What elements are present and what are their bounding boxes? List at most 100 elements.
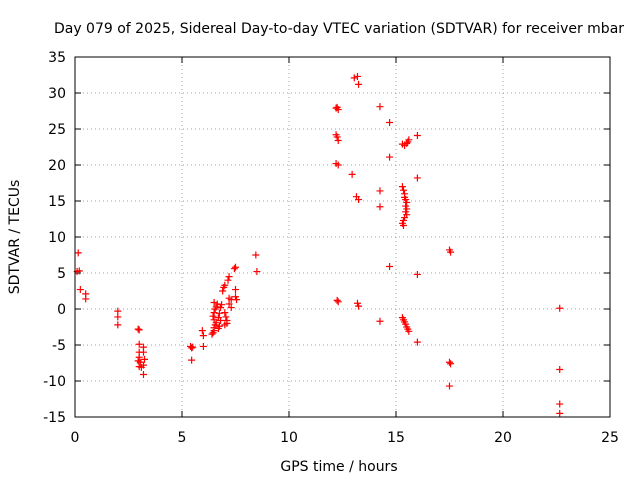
- data-point: [208, 330, 216, 338]
- y-tick-label: -15: [43, 410, 66, 426]
- data-point: [413, 174, 421, 182]
- data-point: [232, 263, 239, 271]
- data-point: [376, 103, 384, 111]
- data-point: [334, 298, 342, 306]
- grid: [75, 57, 610, 417]
- data-point: [139, 361, 147, 369]
- x-tick-labels: 0 5 10 15 20 25: [71, 430, 619, 446]
- data-point: [230, 265, 238, 273]
- data-point: [403, 139, 411, 147]
- data-point: [348, 170, 356, 178]
- data-point: [114, 321, 122, 329]
- data-point: [399, 221, 407, 229]
- y-tick-label: -10: [43, 374, 66, 390]
- data-point: [333, 133, 341, 141]
- data-point: [225, 273, 233, 281]
- data-point: [398, 183, 406, 191]
- x-tick-label: 0: [71, 430, 80, 446]
- data-point: [413, 338, 421, 346]
- data-point: [224, 276, 232, 284]
- data-point: [334, 161, 342, 169]
- data-point: [222, 313, 230, 321]
- x-tick-label: 25: [601, 430, 619, 446]
- data-point: [215, 309, 223, 317]
- data-point: [76, 286, 84, 294]
- data-point: [215, 322, 223, 330]
- data-point: [353, 72, 361, 80]
- data-point: [413, 131, 421, 139]
- data-point: [75, 267, 83, 275]
- y-tick-labels: -15 -10 -5 0 5 10 15 20 25 30 35: [43, 50, 66, 426]
- data-point: [376, 203, 384, 211]
- y-axis-label: SDTVAR / TECUs: [7, 180, 23, 295]
- data-point: [225, 300, 233, 308]
- data-point: [403, 198, 411, 206]
- data-point: [252, 251, 260, 259]
- data-point: [405, 327, 413, 335]
- data-point: [221, 281, 229, 289]
- data-point: [210, 316, 218, 324]
- x-axis-label: GPS time / hours: [280, 459, 397, 475]
- x-tick-label: 20: [494, 430, 512, 446]
- data-point: [399, 186, 407, 194]
- y-tick-label: 15: [48, 194, 66, 210]
- data-point: [556, 400, 564, 408]
- data-point: [386, 119, 394, 127]
- x-tick-label: 15: [387, 430, 405, 446]
- y-tick-label: 35: [48, 50, 66, 66]
- x-tick-label: 10: [280, 430, 298, 446]
- data-point: [253, 268, 261, 276]
- data-point: [214, 314, 222, 322]
- chart-title: Day 079 of 2025, Sidereal Day-to-day VTE…: [54, 21, 624, 37]
- data-point: [189, 343, 197, 351]
- data-point: [386, 153, 394, 161]
- data-point: [405, 136, 413, 144]
- data-point: [210, 309, 218, 317]
- data-point: [233, 296, 241, 304]
- y-tick-label: 30: [48, 86, 66, 102]
- data-point: [135, 353, 143, 361]
- data-point: [232, 286, 239, 294]
- data-point: [227, 304, 235, 312]
- data-point: [199, 332, 207, 340]
- data-point: [355, 80, 363, 88]
- y-tick-label: 25: [48, 122, 66, 138]
- data-point: [135, 326, 143, 334]
- data-point: [334, 137, 342, 145]
- data-point: [198, 327, 206, 335]
- data-point: [82, 295, 90, 303]
- data-point: [376, 317, 384, 325]
- data-point: [556, 304, 564, 312]
- data-point: [556, 365, 564, 373]
- data-point: [413, 270, 421, 278]
- data-point: [355, 302, 363, 310]
- data-point: [188, 344, 196, 352]
- data-point: [74, 249, 82, 257]
- y-tick-label: -5: [52, 338, 66, 354]
- data-point: [556, 409, 564, 417]
- data-point: [139, 348, 147, 356]
- data-point: [447, 360, 455, 368]
- data-point: [139, 371, 147, 379]
- y-tick-label: 20: [48, 158, 66, 174]
- data-point: [199, 342, 207, 350]
- data-point: [447, 248, 455, 256]
- data-point: [333, 296, 341, 304]
- data-point: [223, 319, 231, 327]
- data-point: [114, 313, 122, 321]
- data-point: [446, 382, 453, 390]
- data-point: [221, 309, 229, 317]
- data-point: [134, 325, 142, 333]
- data-point: [141, 355, 149, 363]
- plot-frame: [74, 56, 611, 418]
- y-tick-label: 5: [57, 266, 66, 282]
- data-point: [135, 340, 143, 348]
- data-point: [213, 300, 221, 308]
- data-point: [218, 301, 226, 309]
- data-point: [376, 187, 384, 195]
- y-tick-label: 10: [48, 230, 66, 246]
- data-point: [350, 74, 358, 82]
- data-point: [446, 358, 453, 366]
- data-point: [355, 196, 363, 204]
